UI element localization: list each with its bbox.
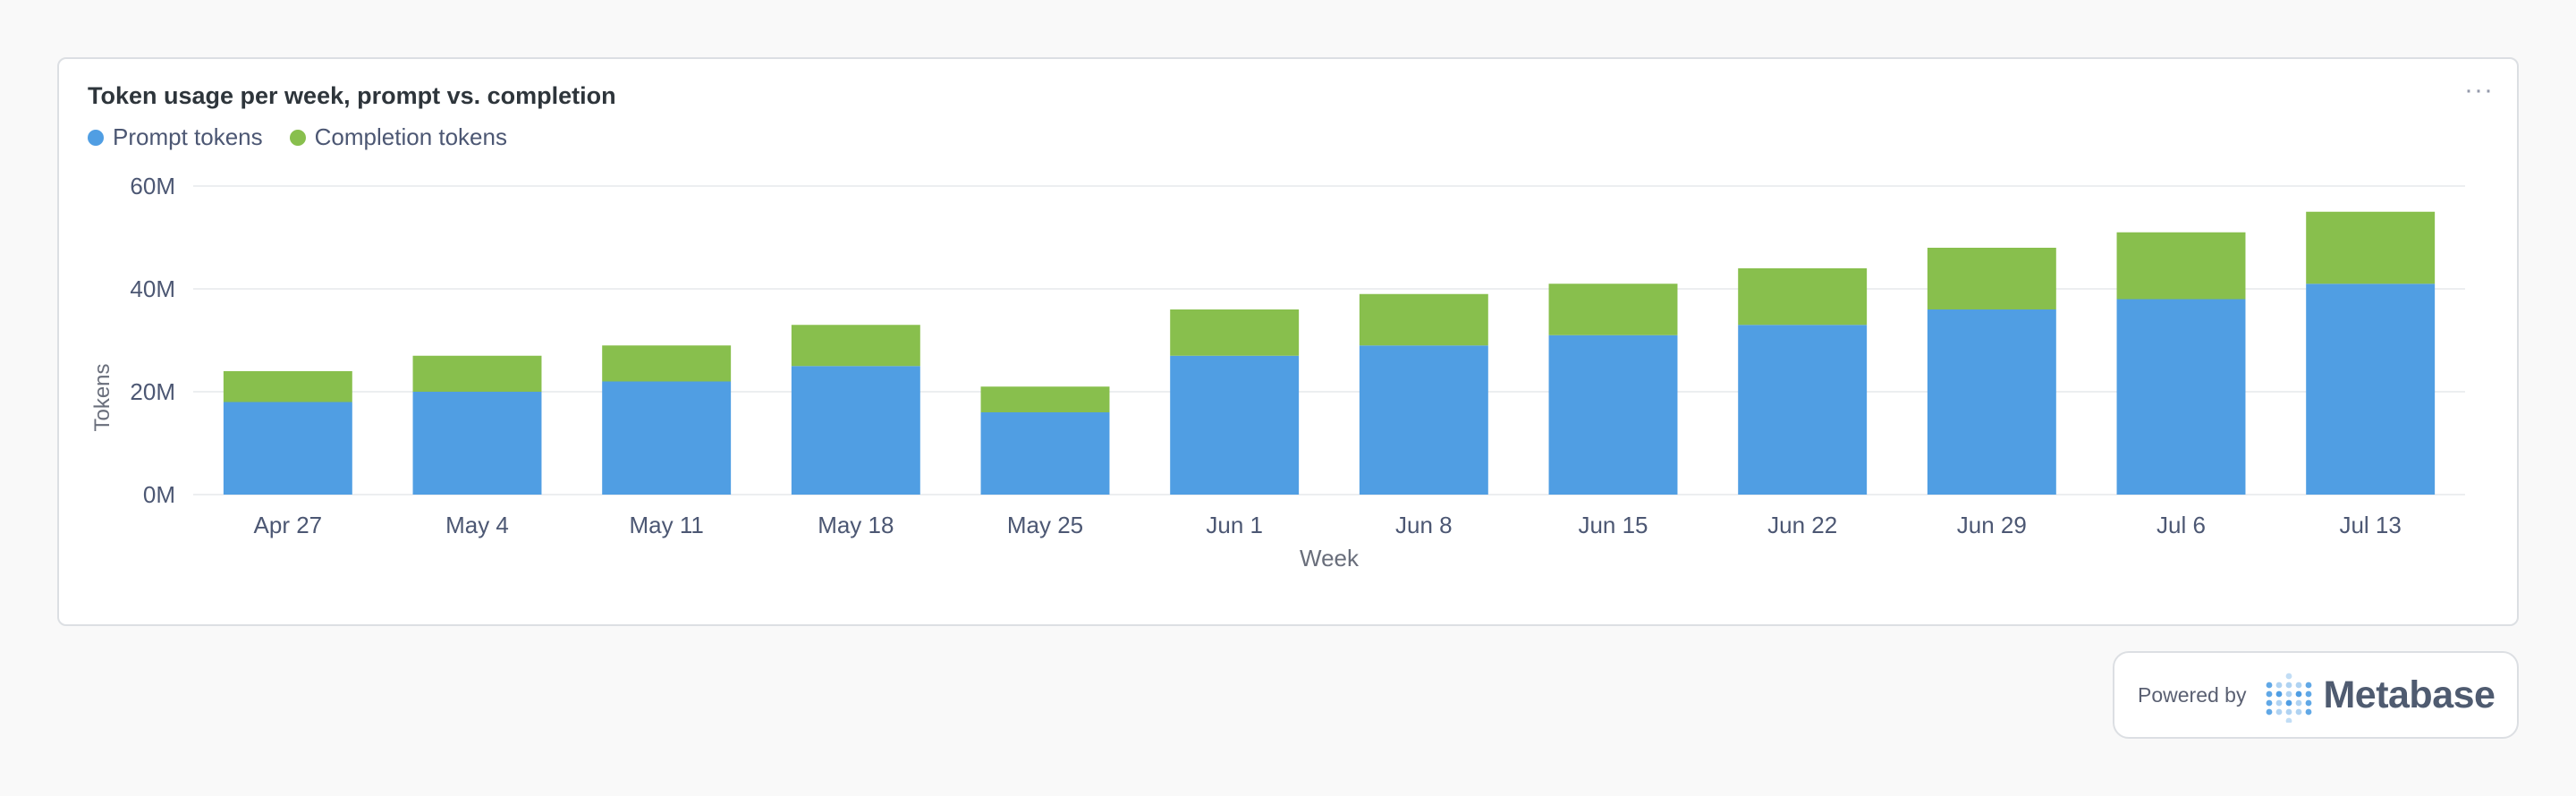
bar-completion-tokens[interactable] [412,355,542,392]
legend-label-prompt: Prompt tokens [113,123,263,150]
bar-prompt-tokens[interactable] [791,366,920,495]
bar-completion-tokens[interactable] [1359,293,1488,346]
bar-prompt-tokens[interactable] [412,392,542,495]
metabase-logo-icon [2267,673,2312,723]
bar-prompt-tokens[interactable] [223,402,352,495]
bar-completion-tokens[interactable] [791,325,920,367]
y-axis-label: Tokens [90,363,114,431]
bar-completion-tokens[interactable] [2306,211,2436,284]
chart-legend: Prompt tokens Completion tokens [88,123,507,151]
y-tick-label: 60M [130,173,175,199]
x-tick-label: May 25 [1007,512,1083,538]
y-tick-label: 40M [130,275,175,302]
bar-prompt-tokens[interactable] [980,412,1110,495]
bar-prompt-tokens[interactable] [1548,334,1678,495]
bar-prompt-tokens[interactable] [1927,309,2056,495]
x-axis-label: Week [1300,545,1360,572]
x-tick-label: Jun 15 [1578,512,1648,538]
bar-prompt-tokens[interactable] [1359,345,1488,495]
x-tick-label: Apr 27 [254,512,323,538]
x-tick-label: Jun 1 [1206,512,1263,538]
x-tick-label: May 11 [629,512,703,538]
bar-prompt-tokens[interactable] [2306,284,2436,495]
gridlines [193,185,2465,495]
bar-completion-tokens[interactable] [1738,268,1868,326]
ellipsis-icon[interactable]: ··· [2464,75,2494,105]
x-tick-label: May 4 [445,512,509,538]
legend-dot-prompt [88,129,104,146]
y-tick-label: 20M [130,378,175,405]
bar-completion-tokens[interactable] [2116,232,2246,300]
powered-by-metabase-badge[interactable]: Powered by Metabase [2113,651,2519,739]
x-tick-label: Jul 6 [2157,512,2206,538]
chart-card: Token usage per week, prompt vs. complet… [57,57,2519,626]
bar-completion-tokens[interactable] [1927,248,2056,309]
legend-item-prompt[interactable]: Prompt tokens [88,123,263,151]
x-axis-ticks: Apr 27 May 4 May 11 May 18 May 25 Jun 1 Jun 8 J… [254,512,2402,538]
x-tick-label: Jun 8 [1395,512,1453,538]
bar-prompt-tokens[interactable] [1738,325,1868,495]
metabase-brand: Metabase [2323,673,2496,716]
bar-prompt-tokens[interactable] [1170,355,1300,495]
bar-completion-tokens[interactable] [602,345,732,382]
powered-by-label: Powered by [2138,682,2247,707]
bar-completion-tokens[interactable] [223,371,352,402]
chart-title: Token usage per week, prompt vs. complet… [88,82,616,109]
stacked-bar-chart: 0M 20M 40M 60M Apr 27 May 4 May 11 May 18 May 2… [90,173,2465,572]
legend-label-completion: Completion tokens [314,123,507,150]
bar-completion-tokens[interactable] [1548,284,1678,335]
x-tick-label: Jun 22 [1767,512,1837,538]
x-tick-label: Jun 29 [1957,512,2027,538]
x-tick-label: Jul 13 [2339,512,2401,538]
bar-completion-tokens[interactable] [1170,309,1300,356]
bar-completion-tokens[interactable] [980,386,1110,412]
x-tick-label: May 18 [818,512,894,538]
y-axis-ticks: 0M 20M 40M 60M [130,173,175,508]
bar-prompt-tokens[interactable] [602,381,732,495]
bar-prompt-tokens[interactable] [2116,299,2246,495]
legend-item-completion[interactable]: Completion tokens [289,123,507,151]
y-tick-label: 0M [143,481,175,508]
legend-dot-completion [289,129,306,146]
bars [223,211,2436,495]
